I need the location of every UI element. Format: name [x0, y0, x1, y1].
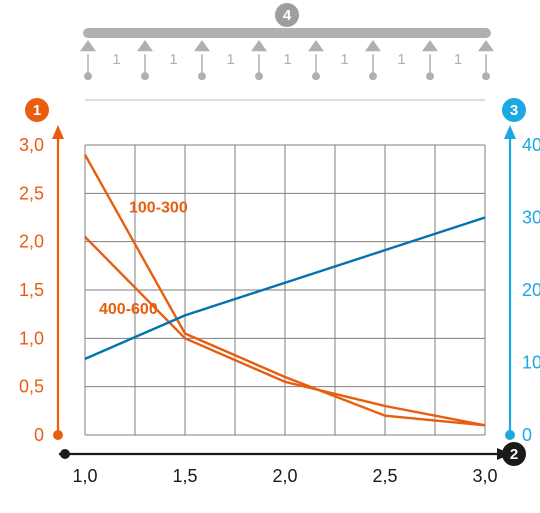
support-triangle-icon [251, 40, 267, 51]
y-left-tick-label: 1,5 [19, 280, 44, 300]
support-dot [84, 72, 92, 80]
support-triangle-icon [422, 40, 438, 51]
x-tick-label: 2,0 [272, 466, 297, 486]
y-right-arrow-icon [504, 125, 516, 139]
support-triangle-icon [478, 40, 494, 51]
span-unit-label: 1 [454, 51, 462, 68]
badge-4-label: 4 [283, 7, 292, 24]
span-unit-label: 1 [112, 51, 120, 68]
span-unit-label: 1 [169, 51, 177, 68]
span-unit-label: 1 [340, 51, 348, 68]
support-triangle-icon [308, 40, 324, 51]
y-left-tick-label: 3,0 [19, 135, 44, 155]
series-label-400-600: 400-600 [99, 301, 158, 318]
support-dot [141, 72, 149, 80]
y-right-tick-label: 40 [522, 135, 540, 155]
y-right-tick-label: 30 [522, 208, 540, 228]
badge-1-label: 1 [33, 102, 41, 119]
support-triangle-icon [365, 40, 381, 51]
x-tick-label: 3,0 [472, 466, 497, 486]
support-triangle-icon [80, 40, 96, 51]
badge-2-label: 2 [510, 446, 518, 463]
y-left-tick-label: 2,5 [19, 183, 44, 203]
support-dot [482, 72, 490, 80]
support-dot [426, 72, 434, 80]
y-left-origin-dot [53, 430, 63, 440]
chart-container: { "canvas": { "width": 540, "height": 51… [0, 0, 540, 513]
support-dot [255, 72, 263, 80]
chart-svg: 100-300 400-600 0 0,5 1,0 1,5 2,0 2,5 3,0 0 10 20 30… [0, 0, 540, 513]
y-left-arrow-icon [52, 125, 64, 139]
span-unit-label: 1 [226, 51, 234, 68]
support-triangle-icon [137, 40, 153, 51]
x-tick-label: 2,5 [372, 466, 397, 486]
series-label-100-300: 100-300 [129, 200, 188, 217]
y-right-tick-label: 20 [522, 280, 540, 300]
support-dot [369, 72, 377, 80]
y-left-tick-label: 1,0 [19, 328, 44, 348]
span-unit-label: 1 [283, 51, 291, 68]
x-tick-label: 1,0 [72, 466, 97, 486]
y-left-tick-label: 0 [34, 425, 44, 445]
y-right-tick-label: 10 [522, 353, 540, 373]
span-unit-label: 1 [397, 51, 405, 68]
support-triangle-icon [194, 40, 210, 51]
x-tick-label: 1,5 [172, 466, 197, 486]
y-right-tick-label: 0 [522, 425, 532, 445]
badge-3-label: 3 [510, 102, 518, 119]
support-dot [312, 72, 320, 80]
x-axis-origin-dot [60, 449, 70, 459]
support-dot [198, 72, 206, 80]
y-left-tick-label: 0,5 [19, 377, 44, 397]
y-right-origin-dot [505, 430, 515, 440]
y-left-tick-label: 2,0 [19, 232, 44, 252]
